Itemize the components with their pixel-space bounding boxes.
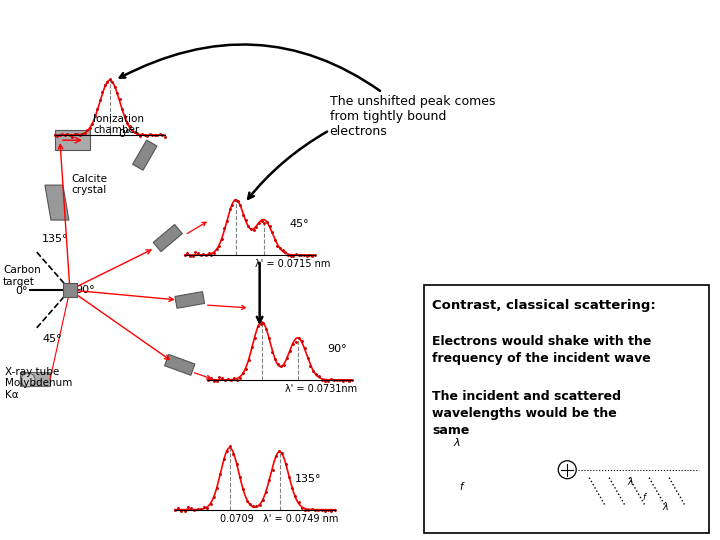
Text: λ' = 0.0715 nm: λ' = 0.0715 nm (255, 259, 330, 269)
Text: λ: λ (662, 502, 668, 512)
Text: 0.0709   λ' = 0.0749 nm: 0.0709 λ' = 0.0749 nm (220, 514, 338, 524)
Polygon shape (132, 140, 157, 170)
Text: 135°: 135° (294, 474, 321, 484)
Polygon shape (153, 225, 182, 252)
Circle shape (21, 373, 35, 387)
Text: 90°: 90° (75, 285, 94, 295)
Text: 0°: 0° (118, 129, 130, 139)
Polygon shape (175, 292, 204, 308)
Text: The unshifted peak comes
from tightly bound
electrons: The unshifted peak comes from tightly bo… (120, 44, 495, 138)
Text: Carbon
target: Carbon target (3, 265, 41, 287)
Text: 135°: 135° (42, 234, 68, 244)
Text: Electrons would shake with the
frequency of the incident wave: Electrons would shake with the frequency… (433, 335, 652, 365)
Text: 90°: 90° (328, 344, 347, 354)
Text: The incident and scattered
wavelengths would be the
same: The incident and scattered wavelengths w… (433, 390, 621, 437)
Text: 0°: 0° (15, 286, 27, 296)
Polygon shape (45, 185, 69, 220)
Bar (424, 285, 709, 532)
Text: λ' = 0.0731nm: λ' = 0.0731nm (284, 384, 356, 394)
Polygon shape (165, 354, 195, 375)
Text: Contrast, classical scattering:: Contrast, classical scattering: (433, 299, 656, 312)
Bar (20, 372, 50, 386)
Text: λ: λ (454, 438, 460, 448)
Text: 45°: 45° (42, 334, 62, 344)
Text: Ionization
chamber: Ionization chamber (93, 113, 144, 135)
Text: f: f (642, 492, 645, 502)
Text: f: f (459, 482, 463, 492)
Bar (55, 130, 90, 150)
Bar (63, 283, 77, 297)
Text: λ: λ (627, 477, 633, 487)
Circle shape (558, 461, 576, 479)
Text: Calcite
crystal: Calcite crystal (71, 173, 107, 195)
Text: X-ray tube
Molybdenum
Kα: X-ray tube Molybdenum Kα (5, 367, 73, 400)
Text: 45°: 45° (289, 219, 309, 229)
